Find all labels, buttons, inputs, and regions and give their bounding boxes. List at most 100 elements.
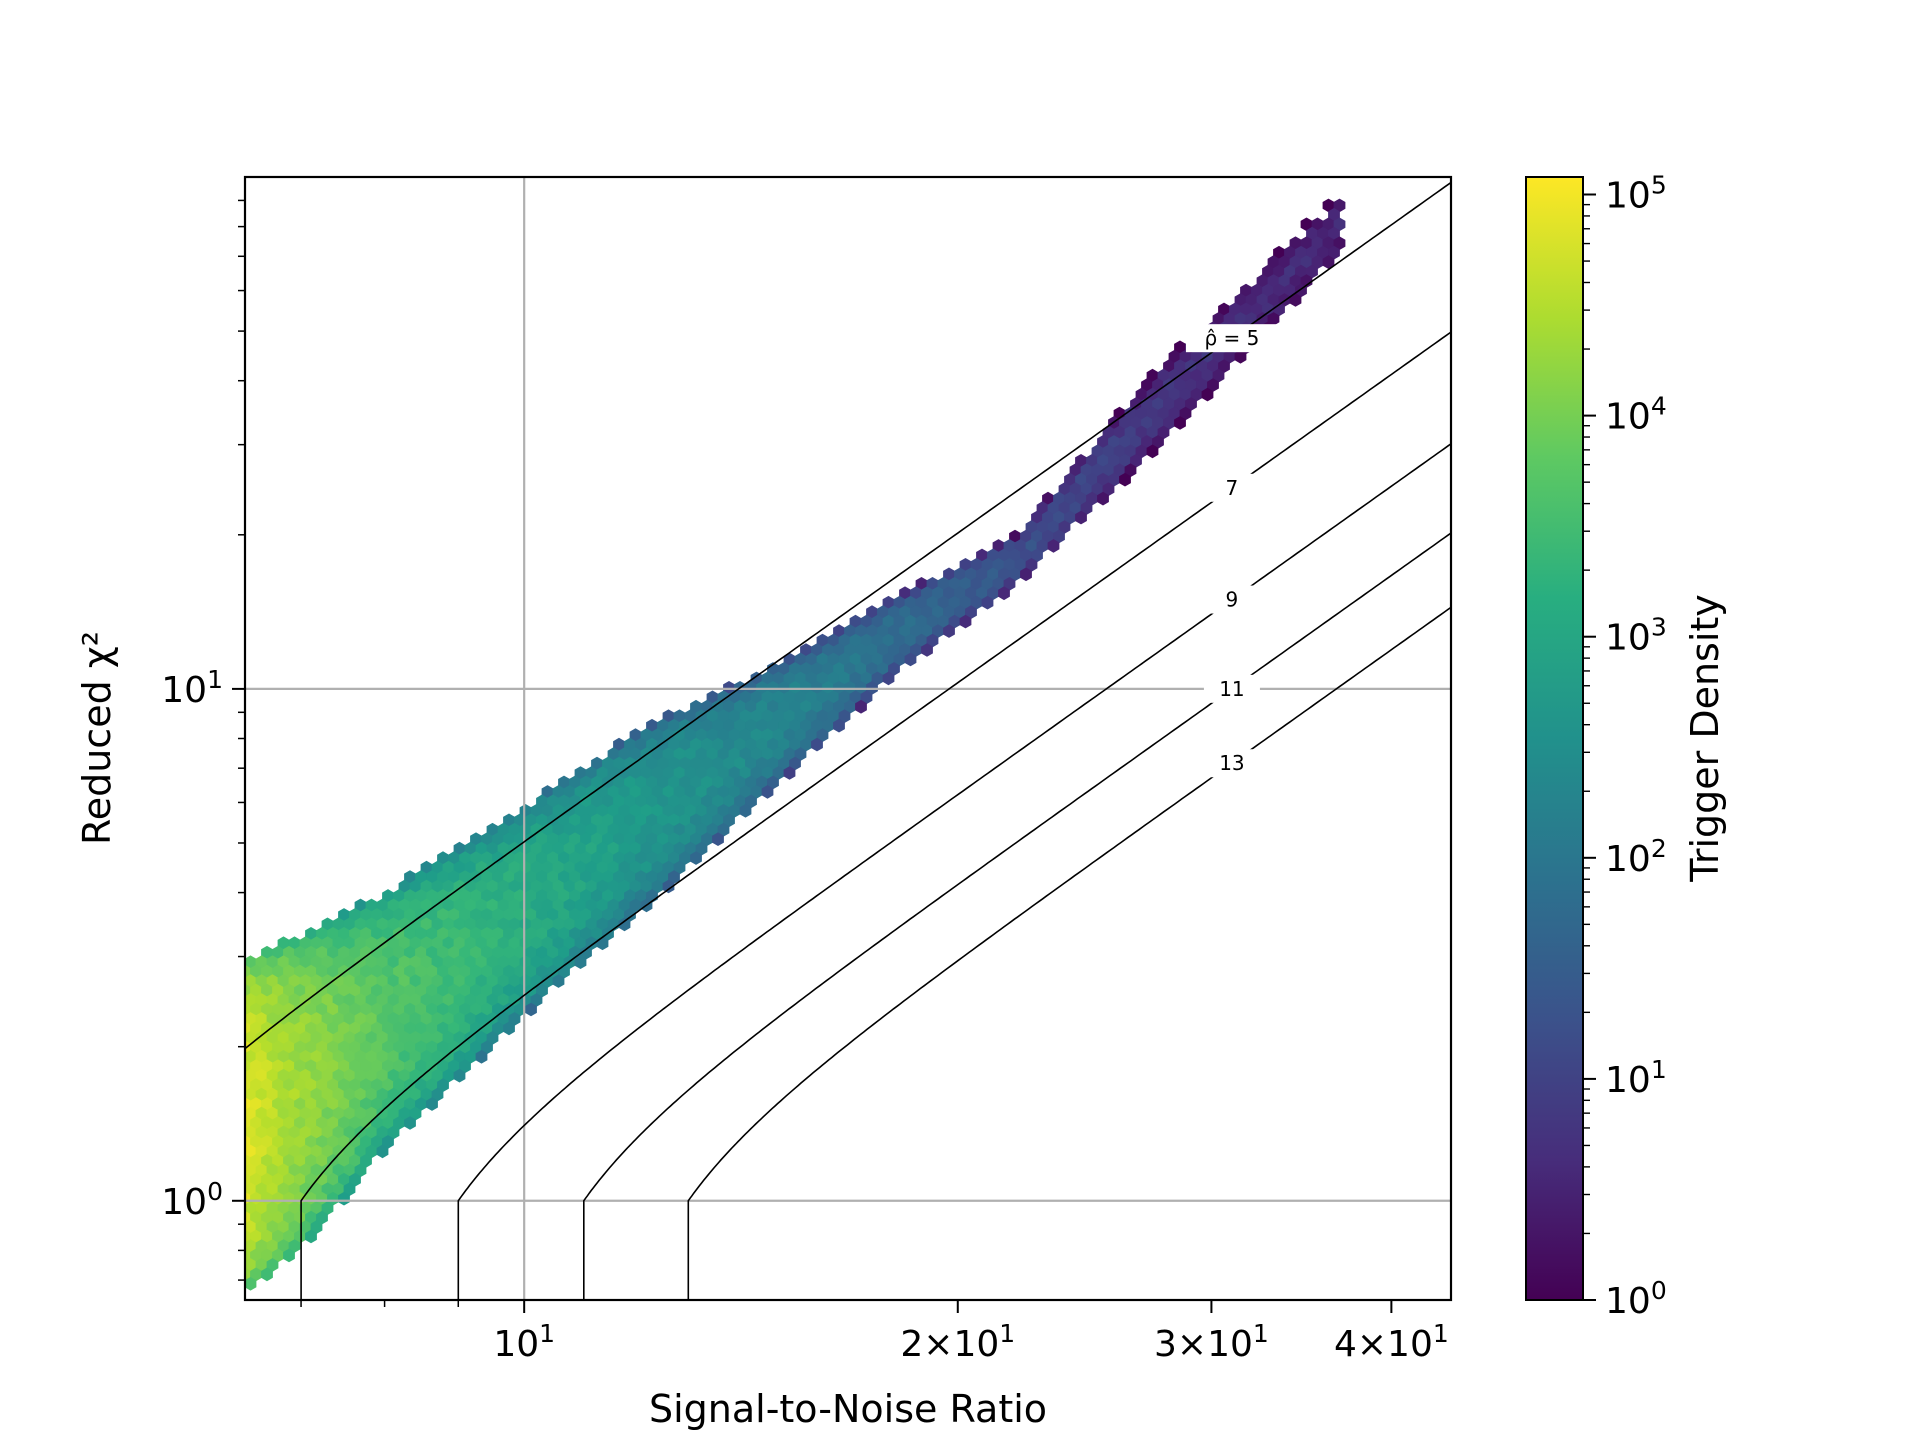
hexbin-cell bbox=[508, 917, 521, 932]
hexbin-cell bbox=[1091, 444, 1104, 459]
hexbin-cell bbox=[558, 851, 570, 865]
hexbin-cell bbox=[294, 1172, 306, 1187]
hexbin-cell bbox=[426, 870, 438, 884]
hexbin-cell bbox=[404, 1116, 416, 1130]
hexbin-cell bbox=[470, 1002, 482, 1017]
hexbin-cell bbox=[332, 1144, 345, 1159]
hexbin-cell bbox=[255, 1068, 268, 1083]
hexbin-cell bbox=[415, 983, 427, 998]
hexbin-cell bbox=[877, 624, 889, 638]
hexbin-cell bbox=[398, 1068, 411, 1083]
hexbin-cell bbox=[250, 1002, 262, 1017]
hexbin-cell bbox=[712, 794, 724, 809]
hexbin-cell bbox=[453, 917, 466, 932]
hexbin-cell bbox=[245, 1050, 257, 1064]
hexbin-cell bbox=[871, 652, 884, 667]
hexbin-cell bbox=[514, 1002, 526, 1017]
hexbin-cell bbox=[827, 671, 840, 686]
hexbin-cell bbox=[1141, 378, 1153, 392]
hexbin-cell bbox=[448, 927, 460, 941]
hexbin-cell bbox=[387, 993, 400, 1007]
hexbin-cell bbox=[1212, 349, 1225, 364]
hexbin-cell bbox=[382, 964, 394, 979]
hexbin-cell bbox=[310, 1144, 323, 1159]
hexbin-cell bbox=[492, 889, 504, 903]
hexbin-cell bbox=[1058, 501, 1071, 515]
hexbin-cell bbox=[508, 879, 521, 894]
hexbin-cell bbox=[816, 709, 829, 723]
hexbin-cell bbox=[607, 785, 620, 799]
hexbin-cell bbox=[272, 1002, 284, 1017]
hexbin-cell bbox=[1141, 435, 1153, 449]
hexbin-cell bbox=[569, 927, 581, 941]
hexbin-cell bbox=[1124, 406, 1137, 421]
hexbin-cell bbox=[547, 870, 559, 884]
hexbin-cell bbox=[629, 860, 642, 875]
hexbin-cell bbox=[382, 983, 394, 998]
hexbin-cell bbox=[926, 577, 939, 591]
hexbin-cell bbox=[486, 974, 499, 988]
hexbin-cell bbox=[1108, 454, 1120, 468]
hexbin-cell bbox=[981, 558, 994, 572]
hexbin-cell bbox=[277, 1182, 290, 1196]
hexbin-cell bbox=[717, 804, 730, 818]
hexbin-cell bbox=[673, 728, 686, 742]
hexbin-cell bbox=[695, 785, 708, 799]
hexbin-cell bbox=[690, 756, 702, 771]
hexbin-cell bbox=[1080, 463, 1093, 478]
colorbar bbox=[1525, 176, 1584, 1301]
hexbin-cell bbox=[695, 822, 708, 837]
hexbin-cell bbox=[607, 898, 620, 913]
hexbin-cell bbox=[833, 718, 845, 733]
hexbin-cell bbox=[310, 1068, 323, 1083]
hexbin-cell bbox=[805, 709, 818, 723]
x-axis-label: Signal-to-Noise Ratio bbox=[649, 1387, 1047, 1431]
hexbin-cell bbox=[580, 832, 592, 846]
hexbin-cell bbox=[519, 822, 532, 837]
hexbin-cell bbox=[596, 766, 609, 780]
hexbin-cell bbox=[321, 974, 334, 988]
hexbin-cell bbox=[316, 1154, 328, 1168]
hexbin-cell bbox=[739, 728, 752, 742]
hexbin-cell bbox=[492, 927, 504, 941]
hexbin-cell bbox=[415, 1059, 427, 1074]
hexbin-cell bbox=[629, 747, 642, 761]
hexbin-cell bbox=[497, 879, 510, 894]
hexbin-cell bbox=[310, 936, 323, 951]
hexbin-cell bbox=[404, 1002, 416, 1017]
hexbin-cell bbox=[959, 595, 972, 610]
hexbin-cell bbox=[283, 1040, 295, 1055]
hexbin-cell bbox=[1003, 558, 1016, 572]
hexbin-cell bbox=[1190, 368, 1203, 383]
hexbin-cell bbox=[492, 983, 504, 998]
hexbin-cell bbox=[519, 898, 532, 913]
hexbin-cell bbox=[618, 879, 631, 894]
hexbin-cell bbox=[481, 983, 493, 998]
hexbin-cell bbox=[288, 1106, 301, 1121]
hexbin-cell bbox=[503, 813, 515, 828]
hexbin-cell bbox=[343, 936, 356, 951]
hexbin-cell bbox=[360, 908, 372, 922]
hexbin-cell bbox=[838, 633, 851, 648]
hexbin-cell bbox=[833, 624, 845, 638]
hexbin-cell bbox=[574, 917, 587, 932]
hexbin-cell bbox=[514, 927, 526, 941]
hexbin-cell bbox=[717, 822, 730, 837]
hexbin-cell bbox=[838, 671, 851, 686]
hexbin-cell bbox=[354, 1144, 367, 1159]
hexbin-cell bbox=[1014, 539, 1027, 553]
hexbin-cell bbox=[602, 908, 614, 922]
hexbin-cell bbox=[684, 785, 697, 799]
hexbin-cell bbox=[904, 652, 917, 667]
x-tick-label: 2×101 bbox=[900, 1319, 1015, 1365]
hexbin-cell bbox=[530, 822, 543, 837]
hexbin-cell bbox=[261, 1059, 273, 1074]
hexbin-cell bbox=[354, 898, 367, 913]
hexbin-cell bbox=[365, 936, 378, 951]
hexbin-cell bbox=[387, 955, 400, 969]
hexbin-cell bbox=[393, 908, 405, 922]
hexbin-cell bbox=[1322, 217, 1335, 232]
hexbin-cell bbox=[1003, 539, 1016, 553]
hexbin-cell bbox=[420, 860, 433, 875]
hexbin-cell bbox=[338, 1078, 350, 1092]
